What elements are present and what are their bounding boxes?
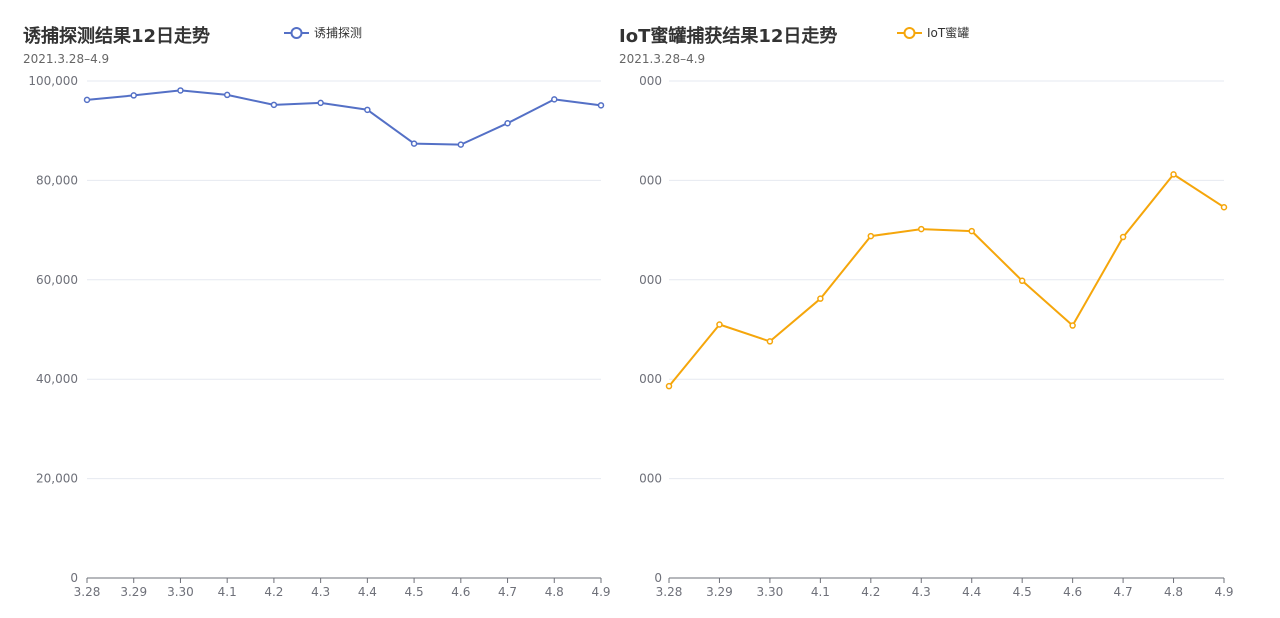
- legend-item-iot[interactable]: IoT蜜罐: [897, 24, 969, 41]
- x-tick-label: 4.9: [591, 585, 610, 599]
- data-point[interactable]: [457, 141, 465, 148]
- data-point[interactable]: [867, 232, 875, 240]
- legend-item-probe[interactable]: 诱捕探测: [284, 24, 362, 41]
- data-point[interactable]: [1170, 171, 1177, 178]
- chart-subtitle: 2021.3.28–4.9: [619, 52, 706, 66]
- x-tick-label: 4.7: [498, 585, 517, 599]
- series-line: [668, 173, 1225, 387]
- y-tick-label: 40,000: [36, 372, 78, 386]
- data-point[interactable]: [817, 295, 824, 302]
- y-tick-label: 3,000: [640, 273, 662, 287]
- y-tick-label: 4,000: [640, 173, 662, 187]
- x-tick-label: 3.29: [120, 585, 147, 599]
- x-tick-label: 4.4: [358, 585, 377, 599]
- data-point[interactable]: [551, 96, 558, 103]
- data-point[interactable]: [766, 338, 774, 345]
- data-point[interactable]: [597, 102, 605, 109]
- x-tick-label: 3.29: [706, 585, 733, 599]
- x-tick-label: 3.28: [74, 585, 101, 599]
- x-tick-label: 4.2: [264, 585, 283, 599]
- y-tick-label: 100,000: [28, 74, 78, 88]
- data-point[interactable]: [223, 91, 231, 99]
- y-tick-label: 5,000: [640, 74, 662, 88]
- legend-label: IoT蜜罐: [927, 26, 970, 40]
- data-point[interactable]: [410, 140, 418, 147]
- chart-panel-probe: 诱捕探测结果12日走势 2021.3.28–4.9 诱捕探测 0 20,000 40…: [23, 24, 611, 599]
- data-point[interactable]: [968, 227, 975, 235]
- chart-panel-iot: IoT蜜罐捕获结果12日走势 2021.3.28–4.9 IoT蜜罐 0 1,00…: [619, 0, 1280, 618]
- data-point[interactable]: [504, 119, 511, 127]
- legend-line-icon: [897, 26, 922, 39]
- data-point[interactable]: [270, 101, 278, 109]
- x-tick-label: 4.7: [1114, 585, 1133, 599]
- data-point[interactable]: [918, 225, 925, 233]
- x-tick-label: 4.5: [405, 585, 424, 599]
- y-tick-label: 2,000: [640, 372, 662, 386]
- chart-title: 诱捕探测结果12日走势: [23, 26, 211, 47]
- data-point[interactable]: [1220, 203, 1228, 211]
- y-tick-label: 80,000: [36, 173, 78, 187]
- data-point[interactable]: [83, 96, 91, 104]
- chart-title: IoT蜜罐捕获结果12日走势: [619, 26, 838, 47]
- x-tick-label: 4.2: [861, 585, 880, 599]
- x-tick-label: 4.4: [962, 585, 981, 599]
- y-tick-label: 20,000: [36, 472, 78, 486]
- x-tick-label: 4.1: [811, 585, 830, 599]
- line-chart-probe: 0 20,000 40,000 60,000 80,000 100,000 3.28 3.29…: [28, 74, 610, 599]
- x-tick-label: 4.3: [912, 585, 931, 599]
- x-tick-label: 3.30: [167, 585, 194, 599]
- x-tick-label: 4.1: [218, 585, 237, 599]
- x-tick-label: 4.6: [1063, 585, 1082, 599]
- y-tick-label: 0: [70, 571, 78, 585]
- series-line: [86, 89, 602, 146]
- x-tick-label: 3.30: [757, 585, 784, 599]
- x-tick-label: 4.8: [545, 585, 564, 599]
- data-point[interactable]: [665, 382, 673, 390]
- data-point[interactable]: [716, 321, 723, 328]
- line-chart-iot: 0 1,000 2,000 3,000 4,000 5,000 3.28 3.29 3.30 4.…: [640, 74, 1234, 599]
- x-tick-label: 4.8: [1164, 585, 1183, 599]
- x-tick-label: 4.9: [1214, 585, 1233, 599]
- x-tick-label: 4.5: [1013, 585, 1032, 599]
- x-tick-label: 4.3: [311, 585, 330, 599]
- legend-line-icon: [284, 26, 309, 39]
- chart-subtitle: 2021.3.28–4.9: [23, 52, 110, 66]
- data-point[interactable]: [364, 106, 371, 114]
- data-point[interactable]: [130, 92, 137, 99]
- data-point[interactable]: [1069, 322, 1076, 329]
- y-tick-label: 60,000: [36, 273, 78, 287]
- x-tick-label: 3.28: [656, 585, 683, 599]
- data-point[interactable]: [1018, 277, 1026, 285]
- data-point[interactable]: [317, 99, 324, 107]
- y-tick-label: 0: [654, 571, 662, 585]
- x-tick-label: 4.6: [451, 585, 470, 599]
- y-tick-label: 1,000: [640, 472, 662, 486]
- data-point[interactable]: [177, 87, 184, 94]
- legend-label: 诱捕探测: [314, 26, 363, 40]
- data-point[interactable]: [1119, 233, 1127, 241]
